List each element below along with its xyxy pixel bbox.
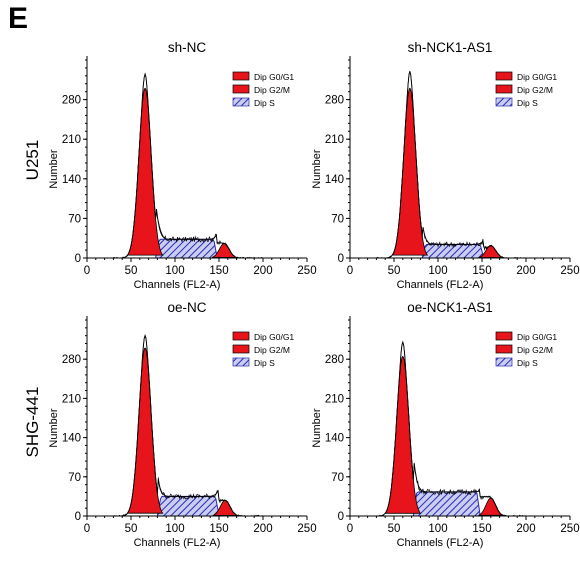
x-axis-label: Channels (FL2-A) [397,537,484,549]
legend-swatch-s [495,97,513,107]
legend-swatch-g0g1 [495,71,513,81]
y-tick-label: 0 [338,253,344,265]
legend-swatch-s [495,357,513,367]
x-tick-label: 200 [516,265,535,277]
x-tick-label: 100 [165,265,184,277]
y-tick-label: 280 [62,95,81,107]
y-axis-label: Number [48,408,60,447]
x-tick-label: 200 [253,523,272,535]
s-phase-area [154,238,218,259]
legend-label-g0g1: Dip G0/G1 [517,72,557,82]
y-tick-label: 70 [331,213,344,225]
x-tick-label: 50 [388,523,401,535]
panel-title: sh-NC [168,40,207,55]
raw-data-line [376,70,526,259]
legend-swatch-g0g1 [232,71,250,81]
y-tick-label: 280 [325,354,344,366]
y-tick-label: 70 [331,472,344,484]
x-tick-label: 150 [209,265,228,277]
y-tick-label: 140 [325,433,344,445]
x-tick-label: 150 [472,523,491,535]
legend-label-s: Dip S [254,358,275,368]
histogram-panel-3: oe-NCK1-AS1 0 50 100 150 200 250 0 70 140 210 280 Ch… [311,300,580,549]
y-tick-label: 210 [62,134,81,146]
x-tick-label: 250 [560,523,579,535]
g0g1-peak [126,87,164,256]
x-tick-label: 100 [428,523,447,535]
panel-title: oe-NCK1-AS1 [407,300,493,315]
legend-label-s: Dip S [517,358,538,368]
y-tick-label: 0 [338,511,344,523]
y-tick-label: 0 [75,511,81,523]
legend-swatch-g2m [232,344,250,354]
x-tick-label: 50 [388,265,401,277]
histogram-panel-1: sh-NCK1-AS1 0 50 100 150 200 250 0 70 140 210 280 Ch… [311,40,580,291]
legend-label-g2m: Dip G2/M [517,85,553,95]
y-tick-label: 70 [68,213,81,225]
legend-label-g0g1: Dip G0/G1 [254,332,294,342]
y-axis-label: Number [48,149,60,188]
legend-swatch-g0g1 [495,331,513,341]
legend-label-g2m: Dip G2/M [254,345,290,355]
x-tick-label: 250 [297,265,316,277]
x-tick-label: 0 [347,523,353,535]
histogram-panel-2: oe-NC 0 50 100 150 200 250 0 70 140 210 280 Channels… [48,300,317,549]
legend-swatch-g0g1 [232,331,250,341]
x-tick-label: 0 [84,265,90,277]
x-axis-label: Channels (FL2-A) [134,537,221,549]
x-tick-label: 250 [297,523,316,535]
x-axis-label: Channels (FL2-A) [397,279,484,291]
y-tick-label: 280 [325,95,344,107]
x-tick-label: 0 [84,523,90,535]
legend-label-s: Dip S [254,98,275,108]
x-tick-label: 150 [209,523,228,535]
s-phase-area [421,243,485,259]
x-tick-label: 200 [516,523,535,535]
legend-label-g2m: Dip G2/M [517,345,553,355]
histogram-panel-0: sh-NC 0 50 100 150 200 250 0 70 140 210 280 Channels… [48,40,317,291]
y-tick-label: 70 [68,472,81,484]
y-tick-label: 210 [62,393,81,405]
g0g1-peak [391,87,429,256]
x-tick-label: 50 [125,523,138,535]
s-phase-area [156,495,220,517]
legend-swatch-s [232,357,250,367]
y-tick-label: 280 [62,354,81,366]
legend-swatch-g2m [495,344,513,354]
panel-title: sh-NCK1-AS1 [408,40,493,55]
y-axis-label: Number [311,149,323,188]
legend-label-g2m: Dip G2/M [254,85,290,95]
x-tick-label: 150 [472,265,491,277]
x-tick-label: 200 [253,265,272,277]
legend-label-s: Dip S [517,98,538,108]
legend-swatch-s [232,97,250,107]
y-axis-label: Number [311,408,323,447]
panel-title: oe-NC [167,300,206,315]
legend-swatch-g2m [495,84,513,94]
x-tick-label: 250 [560,265,579,277]
x-axis-label: Channels (FL2-A) [134,279,221,291]
x-tick-label: 50 [125,265,138,277]
panel-letter: E [8,2,29,35]
legend-label-g0g1: Dip G0/G1 [517,332,557,342]
raw-data-line [113,72,264,259]
x-tick-label: 100 [428,265,447,277]
y-tick-label: 0 [75,253,81,265]
raw-data-line [113,334,264,517]
x-tick-label: 100 [165,523,184,535]
y-tick-label: 210 [325,393,344,405]
x-tick-label: 0 [347,265,353,277]
legend-label-g0g1: Dip G0/G1 [254,72,294,82]
raw-data-line [376,340,527,517]
g0g1-peak [384,355,422,514]
y-tick-label: 140 [325,174,344,186]
y-tick-label: 140 [62,433,81,445]
legend-swatch-g2m [232,84,250,94]
y-tick-label: 140 [62,174,81,186]
s-phase-area [412,491,481,517]
y-tick-label: 210 [325,134,344,146]
